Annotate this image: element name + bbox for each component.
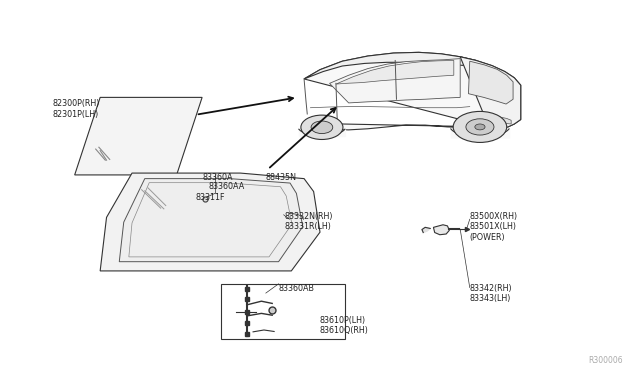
Polygon shape: [460, 57, 521, 128]
Text: 83360AB: 83360AB: [278, 284, 315, 293]
Polygon shape: [119, 179, 303, 262]
Polygon shape: [494, 116, 511, 124]
Circle shape: [466, 119, 494, 135]
Polygon shape: [422, 227, 430, 232]
Polygon shape: [100, 173, 320, 271]
Text: 88435N: 88435N: [266, 173, 297, 182]
Polygon shape: [330, 59, 460, 103]
Text: 83311F: 83311F: [196, 193, 225, 202]
Circle shape: [475, 124, 485, 130]
Circle shape: [453, 112, 507, 142]
Text: 83610P(LH)
83610Q(RH): 83610P(LH) 83610Q(RH): [320, 316, 369, 336]
Text: 83500X(RH)
83501X(LH)
(POWER): 83500X(RH) 83501X(LH) (POWER): [470, 212, 518, 242]
Text: 83332N(RH)
83331R(LH): 83332N(RH) 83331R(LH): [285, 212, 333, 231]
Circle shape: [301, 115, 343, 140]
Polygon shape: [75, 97, 202, 175]
Polygon shape: [304, 52, 476, 79]
Circle shape: [311, 121, 333, 134]
Text: 83360AA: 83360AA: [209, 182, 244, 191]
Polygon shape: [336, 61, 454, 84]
Text: 83342(RH)
83343(LH): 83342(RH) 83343(LH): [470, 284, 513, 303]
Bar: [221, 284, 346, 339]
Text: 82300P(RH)
82301P(LH): 82300P(RH) 82301P(LH): [52, 99, 100, 119]
Polygon shape: [433, 225, 449, 235]
Text: 83360A: 83360A: [202, 173, 232, 182]
Polygon shape: [304, 52, 521, 130]
Polygon shape: [468, 61, 513, 104]
Text: R300006: R300006: [588, 356, 623, 365]
